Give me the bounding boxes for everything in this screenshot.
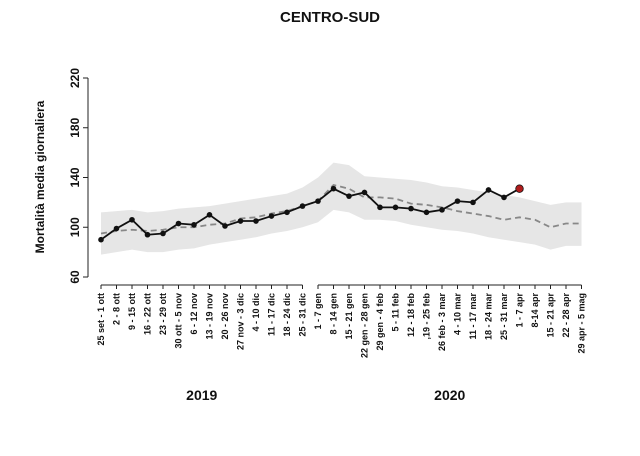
observed-point (129, 216, 135, 223)
x-tick-label: 11 - 17 mar (468, 293, 478, 340)
observed-point (160, 230, 166, 237)
observed-point (346, 193, 352, 199)
x-tick-label: 11 - 17 dic (267, 293, 277, 336)
x-tick-label: 25 - 31 dic (298, 293, 308, 337)
x-tick-label: 4 - 10 dic (251, 293, 261, 332)
x-tick-label: 25 - 31 mar (499, 293, 509, 341)
observed-point (408, 205, 414, 212)
observed-point (501, 194, 507, 201)
x-tick-label: 5 - 11 feb (391, 293, 401, 332)
x-tick-label: 12 - 18 feb (406, 293, 416, 338)
observed-point (454, 198, 461, 204)
x-tick-label: 15 - 21 apr (546, 293, 556, 338)
y-tick-label: 180 (68, 117, 82, 137)
x-tick-label: 9 - 15 ott (127, 293, 137, 330)
y-tick-label: 220 (68, 68, 82, 88)
observed-point (377, 204, 383, 211)
x-tick-label: 8 - 14 gen (329, 293, 339, 335)
y-tick-label: 140 (68, 167, 82, 187)
x-tick-label: 2 - 8 ott (112, 293, 122, 325)
x-tick-label: 30 ott - 5 nov (174, 293, 184, 349)
x-tick-label: 25 set - 1 ott (96, 293, 106, 346)
expected-line (100, 183, 582, 235)
x-tick-label: 29 gen - 4 feb (375, 292, 385, 350)
x-tick-label: 13 - 19 nov (205, 293, 215, 340)
observed-point (253, 218, 259, 224)
observed-point (485, 187, 492, 193)
x-tick-label: 1 - 7 apr (515, 293, 525, 328)
observed-point (144, 231, 151, 238)
x-tick-label: 6 - 12 nov (189, 293, 199, 335)
observed-point (439, 207, 445, 213)
x-tick-label: 15 - 21 gen (344, 293, 354, 340)
observed-point (237, 218, 244, 224)
highlight-point (515, 184, 524, 193)
x-tick-label: 1 - 7 gen (313, 293, 323, 330)
observed-point (315, 198, 321, 204)
observed-point (175, 220, 182, 227)
x-tick-label: 4 - 10 mar (453, 293, 463, 336)
x-tick-label: 16 - 22 ott (143, 293, 153, 335)
observed-point (330, 185, 337, 192)
observed-line (100, 187, 520, 241)
x-tick-label: 29 apr - 5 mag (577, 293, 587, 354)
x-tick-label: 22 - 28 apr (561, 293, 571, 338)
chart-title: CENTRO-SUD (280, 9, 380, 26)
observed-point (392, 204, 399, 211)
x-tick-label: 23 - 29 ott (158, 293, 168, 335)
confidence-band (101, 162, 582, 255)
group-label: 2020 (434, 387, 465, 403)
x-tick-label: 26 feb - 3 mar (437, 293, 447, 352)
observed-point (98, 236, 104, 243)
x-tick-label: 27 nov - 3 dic (236, 293, 246, 350)
x-tick-label: 8-14 apr (530, 293, 540, 328)
x-tick-label: ,19 - 25 feb (422, 293, 432, 340)
observed-point (423, 209, 430, 216)
x-tick-label: 18 - 24 dic (282, 293, 292, 337)
x-tick-label: 18 - 24 mar (484, 293, 494, 341)
y-tick-label: 60 (68, 270, 82, 284)
observed-point (113, 225, 120, 232)
y-axis-label: Mortalità media giornaliera (33, 100, 47, 253)
observed-point (191, 221, 197, 228)
observed-point (361, 189, 368, 196)
x-tick-label: 22 gen - 28 gen (360, 293, 370, 358)
y-tick-label: 100 (68, 217, 82, 237)
observed-point (268, 213, 275, 219)
observed-point (470, 199, 476, 206)
observed-point (206, 212, 213, 218)
observed-point (299, 203, 306, 209)
group-label: 2019 (186, 387, 217, 403)
x-tick-label: 20 - 26 nov (220, 293, 230, 340)
observed-point (284, 209, 290, 216)
observed-point (222, 223, 228, 229)
